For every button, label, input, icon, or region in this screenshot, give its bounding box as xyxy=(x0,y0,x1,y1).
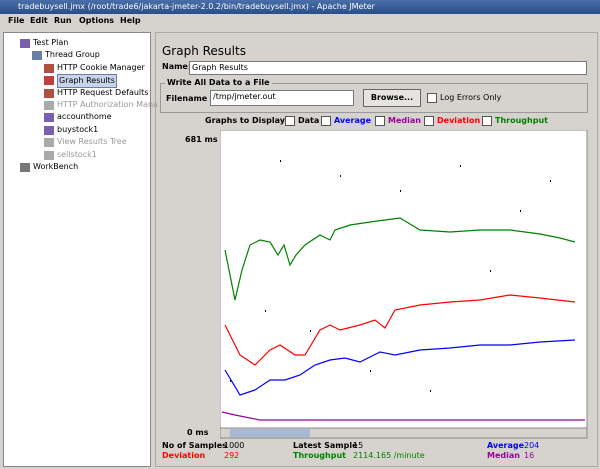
stat-label: No of Samples xyxy=(162,441,227,450)
stat-label: Deviation xyxy=(162,451,206,460)
checkbox[interactable] xyxy=(482,116,492,126)
filename-label: Filename xyxy=(166,94,208,103)
tree-icon xyxy=(32,51,42,61)
menu-item[interactable]: File xyxy=(8,16,25,25)
log-errors-label: Log Errors Only xyxy=(440,93,502,102)
tree-icon xyxy=(44,88,54,98)
stat-label: Latest Sample xyxy=(293,441,358,450)
checkbox[interactable] xyxy=(285,116,295,126)
panel-title: Graph Results xyxy=(162,44,246,58)
menu-item[interactable]: Options xyxy=(79,16,115,25)
tree-node[interactable]: HTTP Cookie Manager xyxy=(57,62,145,72)
tree-icon xyxy=(44,113,54,123)
stat-label: Average xyxy=(487,441,525,450)
deviation-curve xyxy=(224,294,576,366)
checkbox[interactable] xyxy=(321,116,331,126)
checkbox[interactable] xyxy=(375,116,385,126)
median-curve xyxy=(221,411,585,421)
stat-value: 2114.165 /minute xyxy=(353,451,425,460)
graph-option-label: Deviation xyxy=(437,116,481,125)
stat-value: 204 xyxy=(524,441,540,450)
tree-node[interactable]: View Results Tree xyxy=(57,137,127,147)
checkbox[interactable] xyxy=(424,116,434,126)
name-input[interactable]: Graph Results xyxy=(189,61,587,75)
tree-node[interactable]: accounthome xyxy=(57,112,112,122)
menu-item[interactable]: Run xyxy=(54,16,72,25)
menu-item[interactable]: Help xyxy=(120,16,141,25)
tree-icon xyxy=(44,101,54,110)
stat-value: 292 xyxy=(224,451,240,460)
checkbox[interactable] xyxy=(427,93,437,103)
file-group xyxy=(160,83,588,113)
tree-icon xyxy=(44,76,54,86)
tree-icon xyxy=(20,39,30,48)
tree-icon xyxy=(44,138,54,148)
graphs-label: Graphs to Display xyxy=(205,116,285,125)
graph xyxy=(220,130,588,439)
tree-node[interactable]: Thread Group xyxy=(45,50,100,60)
tree-node[interactable]: buystock1 xyxy=(57,124,99,134)
stat-value: 15 xyxy=(353,441,364,450)
data-points xyxy=(230,160,551,392)
tree-icon xyxy=(44,150,54,160)
tree-node[interactable]: sellstock1 xyxy=(57,149,97,159)
filename-input[interactable]: /tmp/jmeter.out xyxy=(210,90,354,106)
settings-panel xyxy=(155,32,598,467)
graph-option-label: Average xyxy=(334,116,372,125)
tree-icon xyxy=(44,63,54,73)
stat-label: Median xyxy=(487,451,520,460)
tree-node[interactable]: Test Plan xyxy=(33,38,69,47)
tree-icon xyxy=(44,125,54,135)
average-curve xyxy=(224,339,576,396)
tree-panel xyxy=(3,32,151,467)
stat-value: 16 xyxy=(524,451,535,460)
stat-value: 1000 xyxy=(224,441,245,450)
tree-icon xyxy=(20,163,30,172)
group-title: Write All Data to a File xyxy=(165,78,272,87)
graph-area xyxy=(220,130,588,429)
browse-button[interactable]: Browse... xyxy=(363,89,421,107)
tree-node[interactable]: HTTP Authorization Mana xyxy=(57,100,158,109)
tree-node[interactable]: HTTP Request Defaults xyxy=(57,87,149,97)
y-min-label: 0 ms xyxy=(187,428,209,437)
tree-node[interactable]: Graph Results xyxy=(57,74,117,89)
menu-item[interactable]: Edit xyxy=(30,16,48,25)
stat-label: Throughput xyxy=(293,451,346,460)
graph-option-label: Median xyxy=(388,116,421,125)
scrollbar[interactable] xyxy=(220,427,588,439)
name-label: Name: xyxy=(162,62,192,71)
graph-option-label: Data xyxy=(298,116,320,125)
y-max-label: 681 ms xyxy=(185,135,218,144)
scroll-thumb[interactable] xyxy=(230,429,310,437)
throughput-curve xyxy=(224,217,576,301)
tree-node[interactable]: WorkBench xyxy=(33,162,79,171)
graph-option-label: Throughput xyxy=(495,116,548,125)
window-title: tradebuysell.jmx (/root/trade6/jakarta-j… xyxy=(0,0,600,14)
